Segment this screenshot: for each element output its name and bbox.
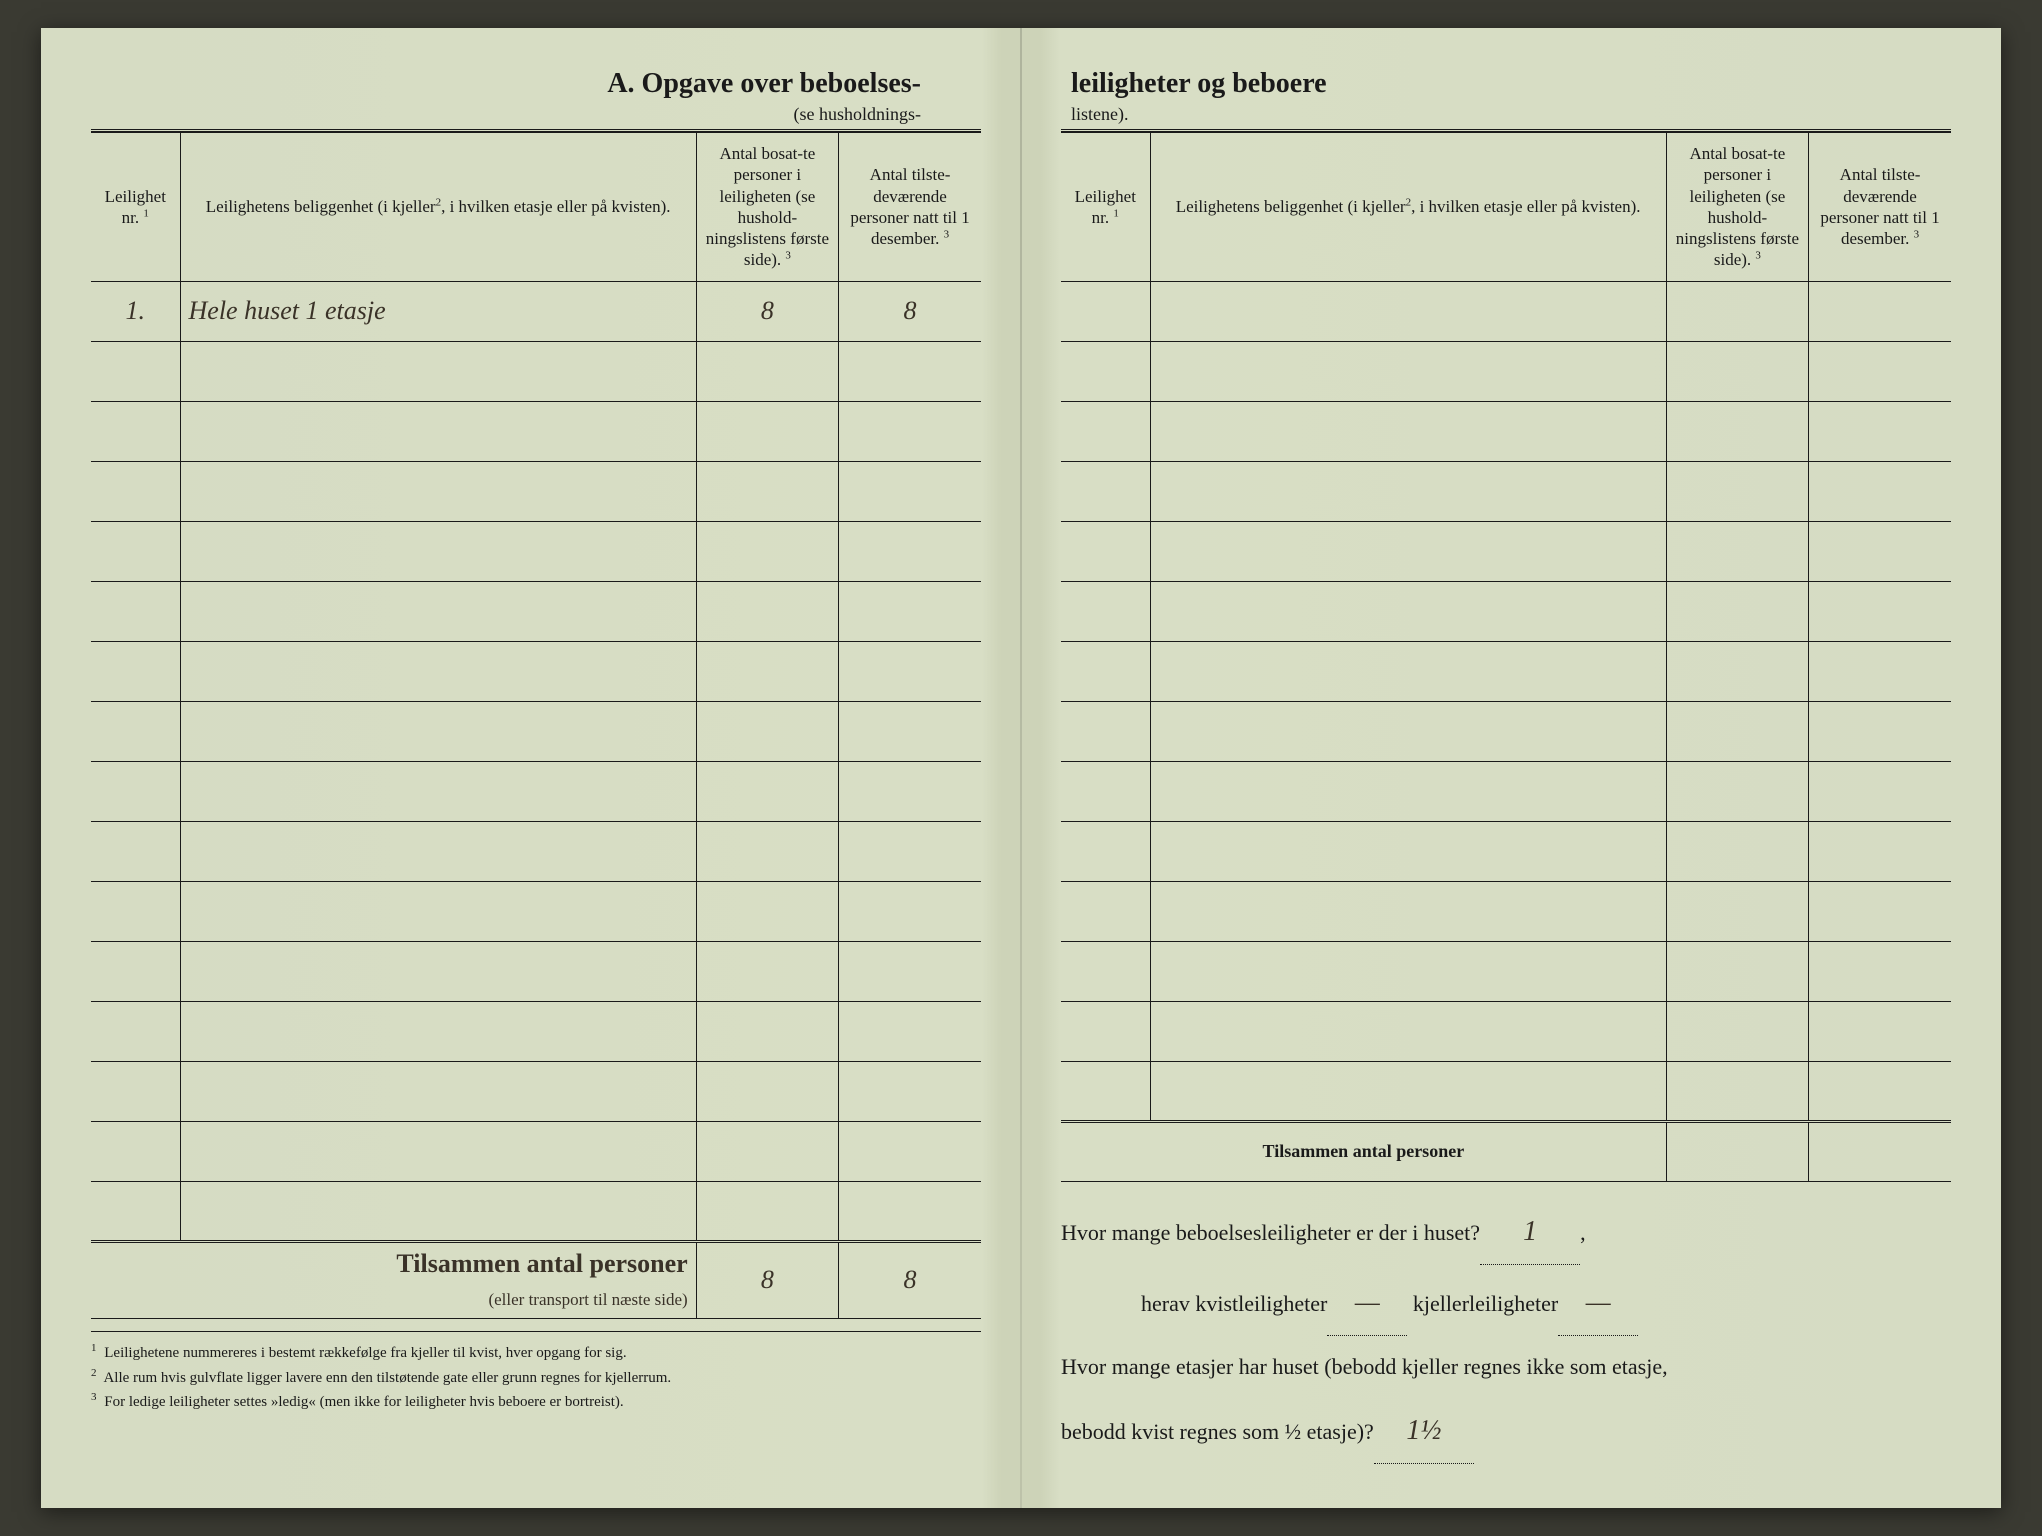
census-document: A. Opgave over beboelses- (se husholdnin… [41, 28, 2001, 1508]
table-row [91, 1061, 981, 1121]
answer-3: 1½ [1374, 1399, 1474, 1464]
footnote-1: 1 Leilighetene nummereres i bestemt rækk… [91, 1340, 981, 1365]
left-page: A. Opgave over beboelses- (se husholdnin… [41, 28, 1021, 1508]
right-page: leiligheter og beboere listene). Leiligh… [1021, 28, 2001, 1508]
question-1: Hvor mange beboelsesleiligheter er der i… [1061, 1200, 1951, 1265]
questions-section: Hvor mange beboelsesleiligheter er der i… [1061, 1200, 1951, 1465]
table-row [91, 581, 981, 641]
table-row [91, 941, 981, 1001]
answer-2a: — [1327, 1271, 1407, 1336]
table-row [91, 341, 981, 401]
header-subtitle-left: (se husholdnings- [91, 104, 981, 132]
table-row [1061, 821, 1951, 881]
cell-nr: 1. [91, 281, 180, 341]
table-row [91, 821, 981, 881]
answer-2b: — [1558, 1271, 1638, 1336]
totals-label: Tilsammen antal personer [1061, 1121, 1666, 1181]
table-row [1061, 641, 1951, 701]
footnote-2: 2 Alle rum hvis gulvflate ligger lavere … [91, 1365, 981, 1390]
table-row [1061, 281, 1951, 341]
col-header-present: Antal tilste-deværende personer natt til… [1809, 133, 1951, 282]
total-count2: 8 [839, 1241, 981, 1319]
table-row [1061, 701, 1951, 761]
table-row [91, 461, 981, 521]
total-count2 [1809, 1121, 1951, 1181]
table-row [91, 761, 981, 821]
totals-row: Tilsammen antal personer [1061, 1121, 1951, 1181]
table-row [1061, 1001, 1951, 1061]
total-count1 [1666, 1121, 1808, 1181]
table-row [1061, 761, 1951, 821]
right-table-body: Tilsammen antal personer [1061, 281, 1951, 1181]
left-table: Leilighet nr. 1 Leilighetens beliggenhet… [91, 132, 981, 1319]
table-row [91, 881, 981, 941]
table-row [1061, 461, 1951, 521]
table-row [91, 401, 981, 461]
cell-count1: 8 [696, 281, 838, 341]
table-row [1061, 581, 1951, 641]
cell-location: Hele huset 1 etasje [180, 281, 696, 341]
table-row [91, 1121, 981, 1181]
footnotes: 1 Leilighetene nummereres i bestemt rækk… [91, 1331, 981, 1414]
table-row [91, 1181, 981, 1241]
col-header-location: Leilighetens beliggenhet (i kjeller2, i … [180, 133, 696, 282]
table-row [1061, 521, 1951, 581]
table-row [91, 641, 981, 701]
right-table: Leilighet nr. 1 Leilighetens beliggenhet… [1061, 132, 1951, 1182]
table-row [91, 1001, 981, 1061]
table-row [1061, 341, 1951, 401]
question-3: Hvor mange etasjer har huset (bebodd kje… [1061, 1342, 1951, 1393]
footnote-3: 3 For ledige leiligheter settes »ledig« … [91, 1389, 981, 1414]
table-row [1061, 881, 1951, 941]
totals-row: Tilsammen antal personer (eller transpor… [91, 1241, 981, 1319]
table-row [1061, 941, 1951, 1001]
left-table-body: 1. Hele huset 1 etasje 8 8 [91, 281, 981, 1319]
table-row [91, 701, 981, 761]
col-header-location: Leilighetens beliggenhet (i kjeller2, i … [1150, 133, 1666, 282]
col-header-present: Antal tilste-deværende personer natt til… [839, 133, 981, 282]
total-count1: 8 [696, 1241, 838, 1319]
table-row: 1. Hele huset 1 etasje 8 8 [91, 281, 981, 341]
col-header-residents: Antal bosat-te personer i leiligheten (s… [1666, 133, 1808, 282]
table-row [1061, 1061, 1951, 1121]
question-2: herav kvistleiligheter— kjellerleilighet… [1061, 1271, 1951, 1336]
question-3-cont: bebodd kvist regnes som ½ etasje)?1½ [1061, 1399, 1951, 1464]
table-row [91, 521, 981, 581]
header-subtitle-right: listene). [1061, 104, 1951, 132]
answer-1: 1 [1480, 1200, 1580, 1265]
col-header-nr: Leilighet nr. 1 [91, 133, 180, 282]
header-title-left: A. Opgave over beboelses- [91, 68, 981, 100]
table-row [1061, 401, 1951, 461]
cell-count2: 8 [839, 281, 981, 341]
col-header-nr: Leilighet nr. 1 [1061, 133, 1150, 282]
header-title-right: leiligheter og beboere [1061, 68, 1951, 100]
totals-label: Tilsammen antal personer (eller transpor… [91, 1241, 696, 1319]
col-header-residents: Antal bosat-te personer i leiligheten (s… [696, 133, 838, 282]
